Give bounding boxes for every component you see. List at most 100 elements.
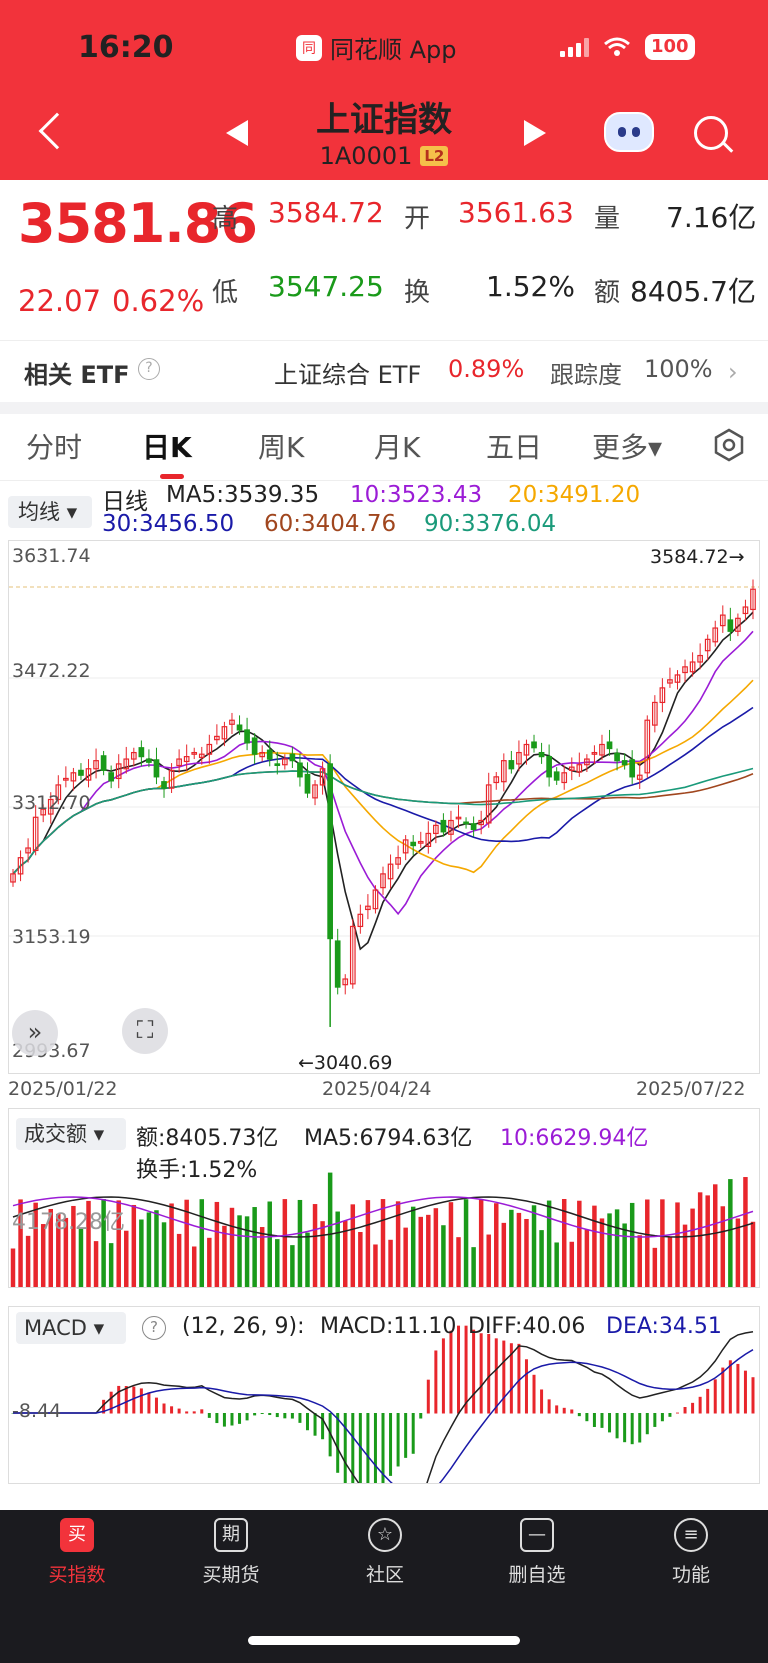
high-label: 高 [212, 204, 239, 234]
macd-bar [124, 1386, 128, 1414]
settings-icon[interactable] [712, 428, 746, 462]
volume-chart[interactable] [8, 1108, 760, 1288]
nav-remove-watchlist[interactable]: — 删自选 [482, 1518, 592, 1587]
fullscreen-icon[interactable]: ⛶ [122, 1008, 168, 1054]
volume-selector[interactable]: 成交额 ▾ [16, 1118, 126, 1150]
candle [508, 760, 515, 770]
kline-chart[interactable] [8, 540, 760, 1074]
candle [100, 755, 107, 771]
candle [704, 638, 711, 652]
volume-bar [282, 1199, 288, 1287]
active-tab-indicator [160, 474, 184, 479]
candle [17, 857, 24, 875]
volume-bar [705, 1195, 710, 1287]
status-icons: 100 [560, 34, 695, 60]
tab-more[interactable]: 更多▾ [592, 431, 663, 464]
volume-bar [418, 1216, 423, 1287]
macd-bar [721, 1367, 725, 1414]
candle [304, 773, 311, 794]
battery-icon: 100 [645, 34, 695, 60]
volume-bar [463, 1199, 469, 1287]
macd-value: MACD:11.10 [320, 1314, 457, 1339]
app-name: 同 同花顺 App [296, 30, 457, 65]
tab-five-day[interactable]: 五日 [486, 431, 543, 464]
volume-chart-svg [10, 1172, 756, 1287]
nav-functions[interactable]: ≡ 功能 [636, 1518, 746, 1587]
macd-selector[interactable]: MACD ▾ [16, 1312, 126, 1344]
candle [689, 661, 696, 673]
volume-bar [139, 1219, 144, 1287]
macd-bar [675, 1412, 679, 1414]
volume-bar [380, 1199, 386, 1287]
macd-bar [404, 1413, 408, 1458]
volume-bar [697, 1192, 703, 1287]
volume-bar [441, 1225, 446, 1287]
tab-daily-k[interactable]: 日K [142, 431, 192, 464]
volume-bar [108, 1243, 114, 1287]
candle [750, 588, 756, 611]
ma30-value: 30:3456.50 [102, 511, 235, 537]
volume-bar [403, 1227, 408, 1287]
prev-stock-button[interactable] [226, 120, 248, 146]
macd-bar [630, 1413, 634, 1445]
macd-bar [509, 1343, 513, 1414]
level2-badge[interactable]: L2 [420, 146, 449, 166]
etf-change: 0.89% [448, 355, 525, 383]
macd-bar [381, 1413, 385, 1484]
dea-value: DEA:34.51 [606, 1314, 722, 1339]
volume-bar [713, 1184, 718, 1287]
help-icon[interactable]: ? [142, 1316, 166, 1340]
macd-bar [102, 1399, 106, 1414]
tab-weekly-k[interactable]: 周K [258, 431, 305, 464]
divider [0, 340, 768, 341]
candle [138, 747, 145, 758]
volume-bar [433, 1208, 439, 1287]
amount-label: 额 [594, 278, 621, 308]
home-indicator [248, 1636, 520, 1645]
volume-bar [720, 1206, 726, 1287]
tab-monthly-k[interactable]: 月K [374, 431, 421, 464]
ma-selector[interactable]: 均线 ▾ [8, 496, 92, 528]
y-axis-label: 3153.19 [12, 926, 91, 948]
volume-bar [93, 1241, 99, 1287]
etf-name[interactable]: 上证综合 ETF [274, 361, 422, 389]
candle [433, 824, 439, 835]
volume-bar [629, 1202, 635, 1287]
nav-buy-index[interactable]: 买 买指数 [22, 1518, 132, 1587]
y-axis-label: 3312.70 [12, 792, 91, 814]
next-stock-button[interactable] [524, 120, 546, 146]
kline-chart-svg [9, 579, 759, 1027]
candle [531, 741, 537, 749]
macd-bar [139, 1388, 143, 1414]
nav-community[interactable]: ☆ 社区 [330, 1518, 440, 1587]
tab-intraday[interactable]: 分时 [26, 431, 83, 464]
macd-bar [154, 1397, 158, 1414]
volume-bar [395, 1201, 401, 1287]
macd-bar [570, 1409, 574, 1414]
price-change-pct: 0.62% [112, 284, 205, 318]
macd-bar [524, 1359, 528, 1414]
chevron-right-icon[interactable]: › [728, 358, 738, 386]
candle [614, 752, 620, 762]
volume-bar [267, 1201, 272, 1287]
macd-bar [479, 1333, 483, 1414]
nav-buy-futures[interactable]: 期 买期货 [176, 1518, 286, 1587]
stock-code: 1A0001 L2 [0, 142, 768, 170]
volume-bar [524, 1218, 529, 1287]
expand-icon[interactable]: » [12, 1010, 58, 1056]
macd-bar [177, 1408, 181, 1414]
x-axis-label: 2025/01/22 [8, 1078, 118, 1100]
volume-axis-label: 4178.28亿 [12, 1210, 125, 1235]
search-icon[interactable] [694, 116, 728, 150]
assistant-robot-icon[interactable] [604, 112, 654, 152]
macd-bar [464, 1325, 468, 1414]
low-marker: ←3040.69 [298, 1052, 393, 1074]
dea-line [13, 1349, 754, 1501]
macd-bar [192, 1411, 196, 1414]
help-icon[interactable]: ? [138, 358, 160, 380]
ma10-value: 10:3523.43 [350, 482, 483, 508]
candle [448, 819, 454, 835]
macd-bar [434, 1350, 438, 1414]
macd-bar [298, 1413, 302, 1423]
candle [130, 751, 137, 760]
